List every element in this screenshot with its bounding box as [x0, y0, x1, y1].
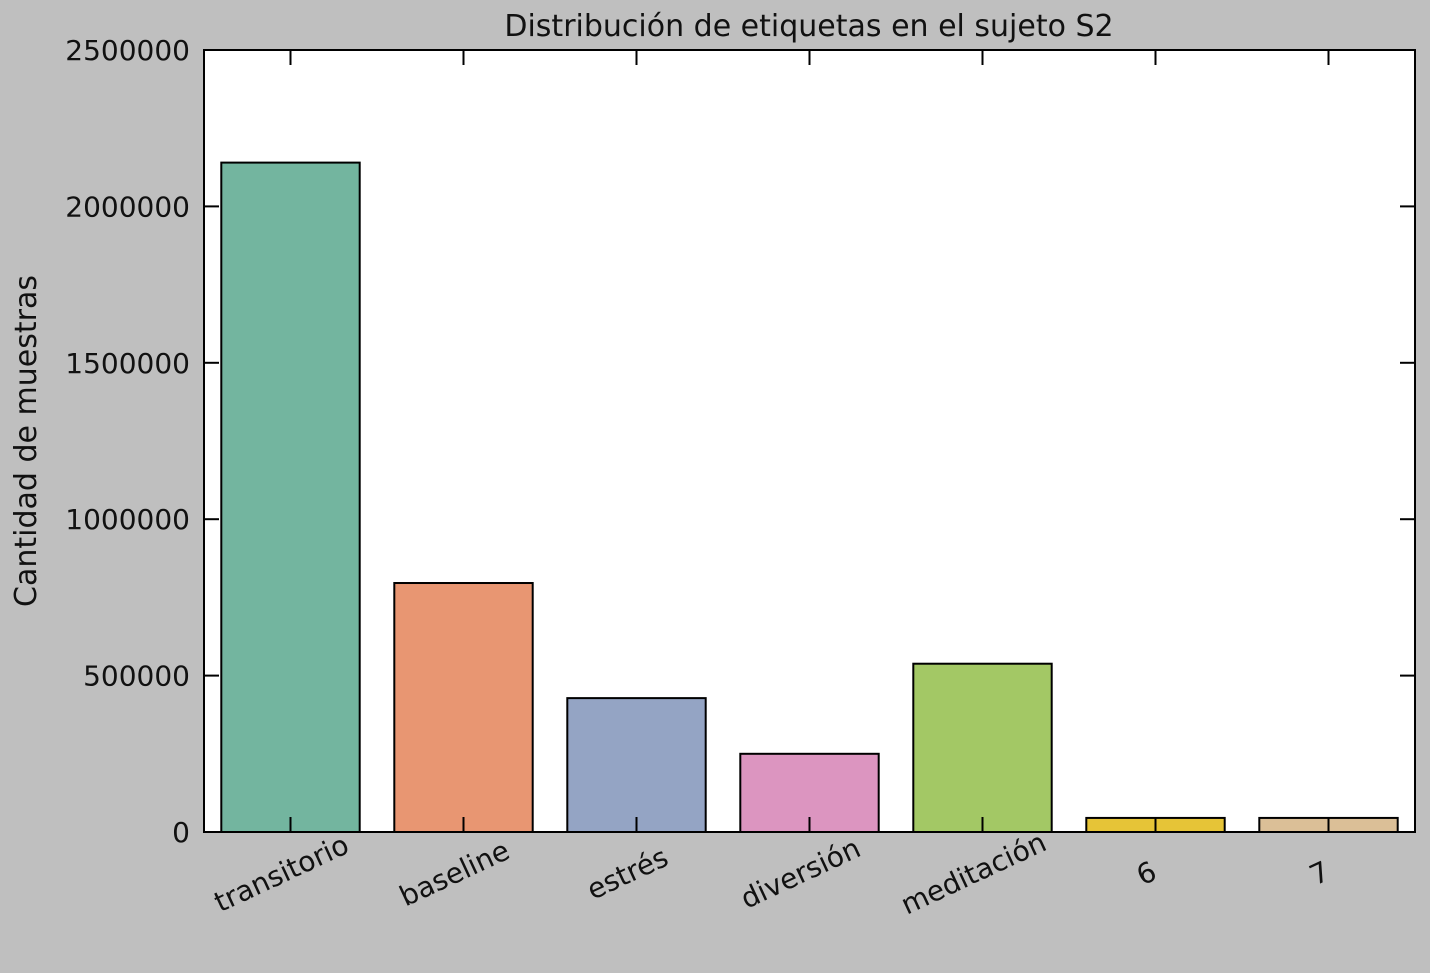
x-tick-label-0: transitorio	[209, 828, 354, 919]
y-tick-label-2: 1000000	[65, 503, 190, 536]
plot-area	[204, 50, 1415, 832]
x-tick-label-3: diversión	[735, 831, 865, 915]
x-tick-label-4: meditación	[896, 825, 1052, 921]
bar-0	[220, 161, 361, 834]
x-tick-label-6: 7	[1304, 855, 1334, 892]
plot-frame	[203, 49, 1416, 833]
y-tick-label-5: 2500000	[65, 34, 190, 67]
x-tick-label-2: estrés	[582, 840, 673, 906]
y-tick-label-1: 500000	[83, 660, 190, 693]
bars-group	[220, 161, 1399, 834]
bar-1	[393, 582, 534, 833]
bar-4	[912, 662, 1053, 834]
y-tick-label-0: 0	[172, 816, 190, 849]
y-tick-label-3: 1500000	[65, 347, 190, 380]
chart-title: Distribución de etiquetas en el sujeto S…	[504, 9, 1113, 44]
ticks-group	[204, 49, 1415, 833]
x-tick-labels: transitorio baseline estrés diversión medita…	[209, 825, 1334, 921]
y-tick-labels: 0 500000 1000000 1500000 2000000 2500000	[65, 34, 190, 849]
y-axis-label: Cantidad de muestras	[9, 275, 44, 607]
x-tick-label-1: baseline	[394, 834, 514, 913]
x-tick-label-5: 6	[1131, 855, 1161, 892]
bar-2	[566, 697, 707, 833]
y-tick-label-4: 2000000	[65, 190, 190, 223]
